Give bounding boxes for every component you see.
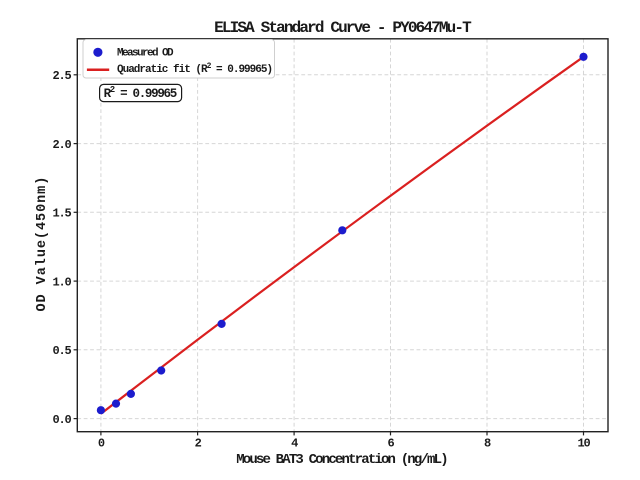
svg-text:6: 6 [387,437,394,451]
svg-text:0: 0 [98,437,105,451]
svg-text:8: 8 [484,437,491,451]
svg-text:0.0: 0.0 [52,413,71,427]
svg-text:ELISA Standard Curve - PY0647M: ELISA Standard Curve - PY0647Mu-T [214,19,472,37]
svg-text:OD Value(450nm): OD Value(450nm) [35,176,50,312]
svg-text:Measured OD: Measured OD [117,47,174,59]
svg-text:4: 4 [291,437,298,451]
svg-text:1.0: 1.0 [52,275,71,289]
svg-text:2.5: 2.5 [52,69,71,83]
svg-text:10: 10 [577,437,590,451]
svg-text:Mouse BAT3 Concentration (ng/m: Mouse BAT3 Concentration (ng/mL) [236,452,447,468]
svg-text:2: 2 [195,437,202,451]
svg-text:1.5: 1.5 [52,207,71,221]
svg-text:R2 = 0.99965: R2 = 0.99965 [104,85,177,101]
svg-text:0.5: 0.5 [52,344,71,358]
svg-text:2.0: 2.0 [52,138,71,152]
svg-text:Quadratic fit (R2 = 0.99965): Quadratic fit (R2 = 0.99965) [117,62,272,76]
